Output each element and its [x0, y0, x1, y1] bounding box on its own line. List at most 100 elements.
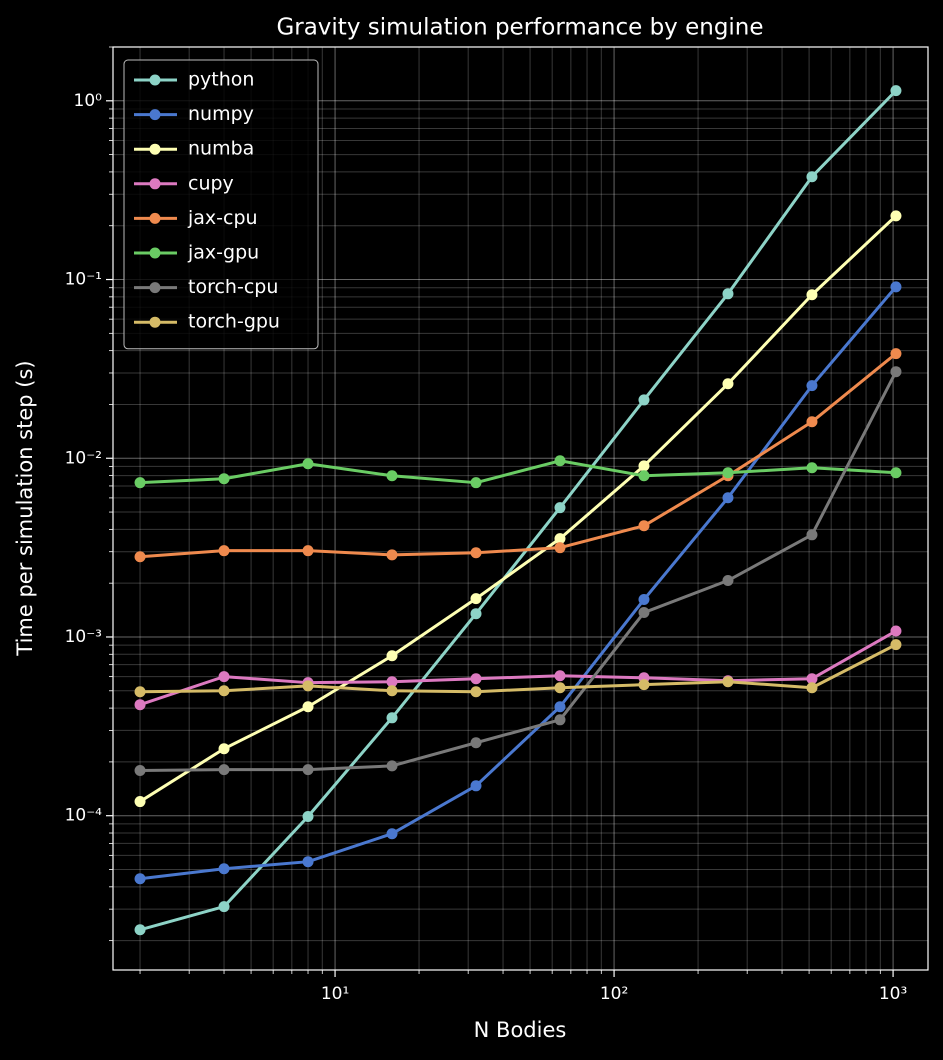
data-point — [806, 416, 818, 428]
data-point — [218, 671, 230, 683]
data-point — [890, 281, 902, 293]
data-point — [638, 679, 650, 691]
legend-marker — [149, 282, 161, 294]
data-point — [218, 743, 230, 755]
legend-label: cupy — [188, 172, 234, 194]
data-point — [638, 460, 650, 472]
data-point — [722, 492, 734, 504]
y-tick-label: 10⁻⁴ — [65, 806, 103, 826]
data-point — [218, 764, 230, 776]
data-point — [554, 542, 566, 554]
series-line — [140, 371, 898, 773]
data-point — [638, 470, 650, 482]
x-tick-label: 10¹ — [321, 984, 349, 1004]
data-point — [470, 737, 482, 749]
data-point — [554, 714, 566, 726]
data-point — [722, 378, 734, 390]
data-point — [806, 529, 818, 541]
series-line — [139, 89, 898, 932]
data-point — [218, 901, 230, 913]
legend-marker — [149, 74, 161, 86]
data-point — [218, 863, 230, 875]
data-point — [386, 712, 398, 724]
x-tick-label: 10² — [600, 984, 628, 1004]
data-point — [890, 85, 902, 97]
chart-title: Gravity simulation performance by engine — [276, 15, 763, 41]
data-point — [554, 682, 566, 694]
data-point — [554, 533, 566, 545]
data-point — [134, 765, 146, 777]
data-point — [806, 171, 818, 183]
data-point — [134, 796, 146, 808]
data-point — [134, 924, 146, 936]
x-tick-label: 10³ — [879, 984, 907, 1004]
data-point — [386, 676, 398, 688]
data-point — [638, 607, 650, 619]
data-point — [638, 520, 650, 532]
series-line — [139, 352, 897, 559]
data-point — [302, 701, 314, 713]
data-point — [470, 686, 482, 698]
series-line — [139, 459, 897, 485]
legend-label: jax-cpu — [187, 207, 258, 229]
data-point — [386, 760, 398, 772]
data-point — [386, 650, 398, 662]
data-point — [722, 467, 734, 479]
data-point — [302, 458, 314, 470]
data-point — [722, 288, 734, 300]
data-point — [890, 210, 902, 222]
data-point — [638, 594, 650, 606]
data-point — [302, 856, 314, 868]
y-tick-label: 10⁰ — [74, 91, 103, 111]
data-point — [218, 545, 230, 557]
legend-label: jax-gpu — [187, 242, 259, 264]
series-line — [140, 643, 897, 694]
data-point — [218, 685, 230, 697]
data-point — [134, 686, 146, 698]
data-point — [302, 680, 314, 692]
legend-marker — [149, 316, 161, 328]
data-point — [470, 547, 482, 559]
legend-label: numpy — [188, 103, 254, 125]
data-point — [806, 673, 818, 685]
legend-label: numba — [188, 138, 254, 160]
legend-marker — [149, 178, 161, 190]
data-point — [218, 473, 230, 485]
data-point — [134, 699, 146, 711]
data-point — [554, 455, 566, 467]
data-point — [722, 575, 734, 587]
y-tick-label: 10⁻¹ — [65, 270, 102, 290]
series-line — [139, 285, 898, 881]
data-point — [806, 289, 818, 301]
plot-frame — [112, 46, 929, 971]
y-tick-label: 10⁻³ — [65, 627, 102, 647]
data-point — [554, 502, 566, 514]
y-axis-label: Time per simulation step (s) — [13, 360, 37, 656]
data-point — [890, 467, 902, 479]
legend-label: torch-cpu — [188, 276, 278, 298]
data-point — [890, 366, 902, 378]
data-point — [386, 828, 398, 840]
legend-marker — [149, 143, 161, 155]
data-point — [722, 676, 734, 688]
data-point — [470, 780, 482, 792]
data-point — [806, 462, 818, 474]
data-point — [470, 608, 482, 620]
data-point — [890, 639, 902, 651]
data-point — [806, 682, 818, 694]
data-point — [302, 764, 314, 776]
data-point — [890, 348, 902, 360]
legend-box — [123, 59, 319, 350]
data-point — [470, 477, 482, 489]
series-line — [139, 214, 897, 803]
data-point — [134, 477, 146, 489]
x-axis-label: N Bodies — [474, 1018, 567, 1042]
data-point — [386, 470, 398, 482]
data-point — [554, 670, 566, 682]
data-point — [386, 549, 398, 561]
data-point — [806, 380, 818, 392]
data-point — [638, 394, 650, 406]
legend-marker — [149, 109, 161, 121]
